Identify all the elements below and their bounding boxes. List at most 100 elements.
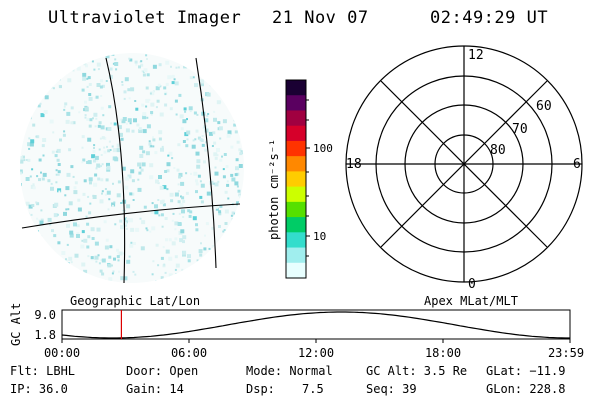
status-glat: GLat: −11.9 [486,364,566,378]
image-pixel [77,235,80,238]
image-pixel [32,53,35,54]
image-pixel [192,139,195,142]
status-glon: GLon: 228.8 [486,382,566,396]
image-pixel [182,59,185,62]
image-pixel [174,268,177,271]
status-gain: Gain: 14 [126,382,184,396]
image-pixel [157,199,160,201]
image-pixel [57,241,61,245]
image-pixel [42,154,45,157]
image-pixel [38,275,43,280]
image-pixel [89,118,93,122]
image-pixel [77,207,82,212]
image-pixel [50,288,53,291]
image-pixel [22,55,27,60]
image-pixel [241,104,244,107]
image-pixel [98,148,101,151]
image-pixel [129,192,133,196]
image-pixel [20,276,21,278]
image-pixel [187,209,191,213]
image-pixel [148,98,151,101]
colorbar-band [286,171,306,188]
image-pixel [109,245,113,249]
image-pixel [100,79,103,83]
image-pixel [84,106,89,111]
image-pixel [217,121,221,125]
image-pixel [135,63,138,66]
image-pixel [207,113,210,115]
image-pixel [204,148,208,152]
image-pixel [112,62,115,65]
image-pixel [113,122,117,126]
image-pixel [194,54,198,58]
image-pixel [81,161,84,164]
image-pixel [215,251,218,254]
image-pixel [181,53,185,54]
image-pixel [114,62,119,66]
image-pixel [43,288,47,292]
image-pixel [109,149,112,151]
image-pixel [139,145,144,150]
image-pixel [195,228,199,232]
image-pixel [149,175,154,180]
image-pixel [199,180,202,183]
image-pixel [247,261,251,265]
image-pixel [29,233,33,237]
image-pixel [38,158,42,162]
image-pixel [47,179,51,183]
image-pixel [175,273,178,276]
image-pixel [69,230,74,235]
image-pixel [138,129,143,133]
image-pixel [20,171,22,175]
image-pixel [141,162,146,167]
mlat-label-60: 60 [536,99,552,114]
image-pixel [245,204,247,206]
image-pixel [25,201,30,206]
image-pixel [99,289,102,292]
image-pixel [178,93,182,97]
image-pixel [62,133,66,137]
image-pixel [116,248,119,252]
image-pixel [134,100,137,102]
image-pixel [94,255,99,260]
image-pixel [231,218,235,222]
image-pixel [244,114,246,116]
image-pixel [150,113,153,116]
image-pixel [146,229,149,232]
image-pixel [232,107,236,110]
image-pixel [98,121,102,125]
image-pixel [229,256,233,260]
image-pixel [112,182,114,185]
image-pixel [31,268,36,273]
image-pixel [103,279,107,283]
image-pixel [88,93,92,96]
image-pixel [49,76,53,80]
image-pixel [76,66,81,71]
image-pixel [236,140,240,144]
image-pixel [142,73,146,77]
image-pixel [209,83,213,87]
image-pixel [154,151,158,155]
image-pixel [166,162,171,167]
image-pixel [225,276,229,280]
image-pixel [49,280,52,283]
image-pixel [200,183,205,188]
image-pixel [26,231,31,235]
image-pixel [233,86,236,89]
image-pixel [23,221,28,226]
image-pixel [61,267,64,270]
image-pixel [120,118,123,121]
image-pixel [167,286,171,290]
image-pixel [35,135,38,138]
image-pixel [248,240,250,242]
image-pixel [196,113,199,116]
image-pixel [67,208,70,211]
image-pixel [181,268,184,271]
image-pixel [163,263,166,266]
image-pixel [90,256,94,260]
image-pixel [196,164,201,169]
colorbar-tick-100: 100 [313,142,333,155]
image-pixel [133,118,137,123]
image-pixel [120,276,125,281]
image-pixel [210,66,214,70]
